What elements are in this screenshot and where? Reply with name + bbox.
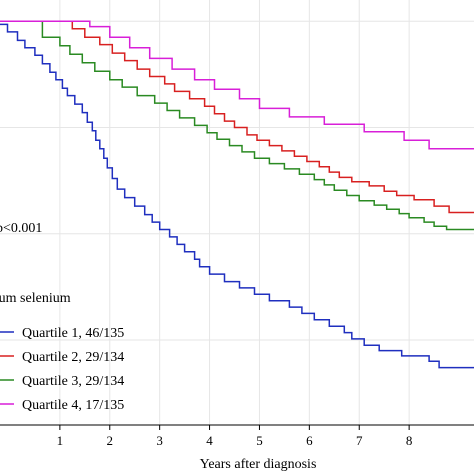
- p-value-annotation: p<0.001: [0, 221, 42, 236]
- survival-curves: [0, 20, 474, 369]
- series-line-quartile-3: [0, 20, 474, 231]
- x-tick-label-6: 6: [306, 433, 313, 448]
- series-line-quartile-2: [0, 20, 474, 214]
- x-tick-label-5: 5: [256, 433, 263, 448]
- x-axis-label: Years after diagnosis: [200, 457, 317, 472]
- series-line-quartile-4: [0, 20, 474, 150]
- x-tick-labels: 1 2 3 4 5 6 7 8: [57, 433, 413, 448]
- x-tick-label-1: 1: [57, 433, 64, 448]
- x-tick-label-3: 3: [156, 433, 163, 448]
- x-tick-label-7: 7: [356, 433, 363, 448]
- legend-label-quartile-4: Quartile 4, 17/135: [22, 398, 124, 413]
- x-tick-label-2: 2: [107, 433, 114, 448]
- legend-label-quartile-1: Quartile 1, 46/135: [22, 326, 124, 341]
- x-tick-label-8: 8: [406, 433, 413, 448]
- x-tick-label-4: 4: [206, 433, 213, 448]
- legend-title: Serum selenium: [0, 291, 71, 306]
- legend-label-quartile-3: Quartile 3, 29/134: [22, 374, 124, 389]
- axes: [0, 424, 474, 430]
- legend: Quartile 1, 46/135 Quartile 2, 29/134 Quar…: [0, 326, 124, 413]
- legend-label-quartile-2: Quartile 2, 29/134: [22, 350, 124, 365]
- series-line-quartile-1: [0, 23, 474, 369]
